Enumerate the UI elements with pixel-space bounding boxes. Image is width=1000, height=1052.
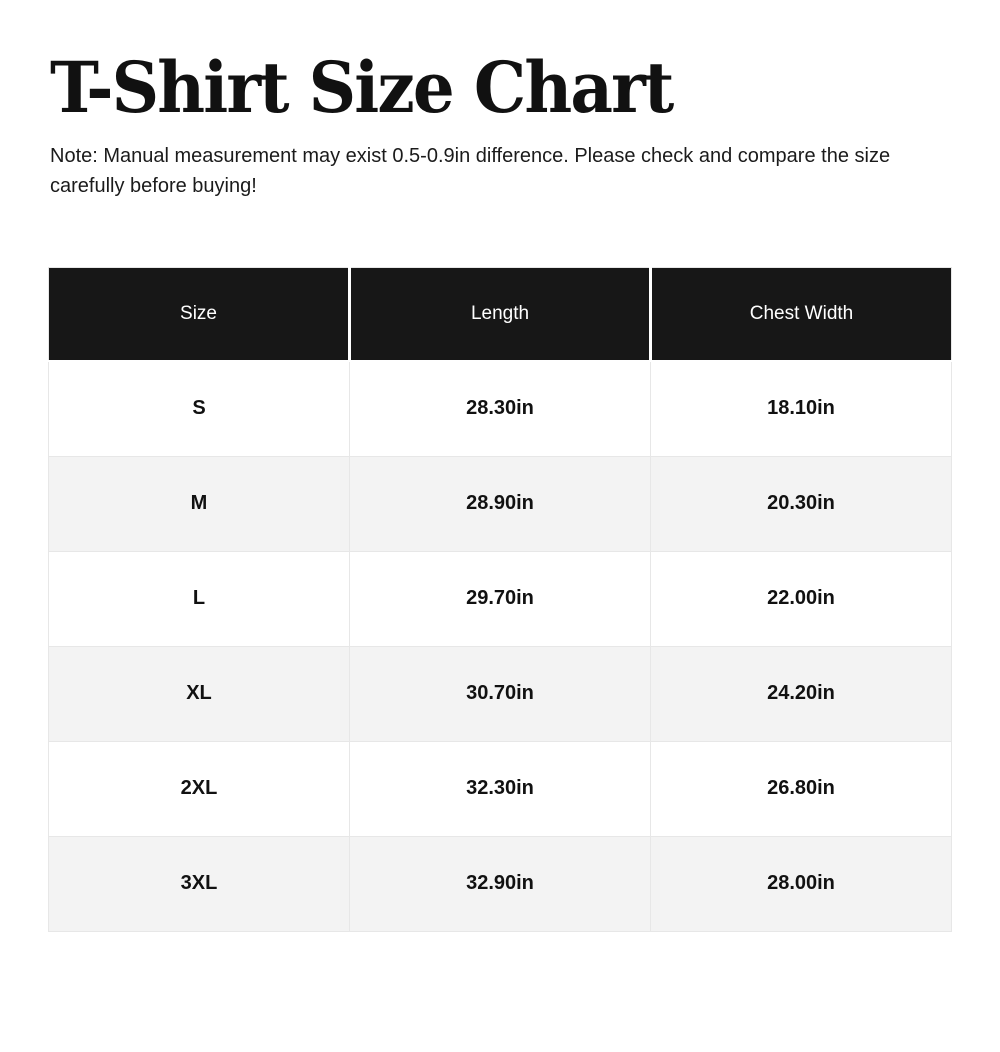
- cell-chest-width: 26.80in: [650, 740, 952, 837]
- cell-chest-width: 28.00in: [650, 835, 952, 932]
- table-row-xl: XL 30.70in 24.20in: [48, 645, 952, 742]
- cell-size: L: [48, 550, 350, 647]
- cell-chest-width: 24.20in: [650, 645, 952, 742]
- cell-length: 28.90in: [349, 455, 651, 552]
- cell-length: 32.30in: [349, 740, 651, 837]
- cell-chest-width: 22.00in: [650, 550, 952, 647]
- table-row-2xl: 2XL 32.30in 26.80in: [48, 740, 952, 837]
- table-row-m: M 28.90in 20.30in: [48, 455, 952, 552]
- table-row-3xl: 3XL 32.90in 28.00in: [48, 835, 952, 932]
- page-title: T-Shirt Size Chart: [50, 46, 674, 129]
- size-chart-table: Size Length Chest Width S 28.30in 18.10in M 28…: [48, 266, 952, 932]
- measurement-note: Note: Manual measurement may exist 0.5-0…: [50, 144, 891, 197]
- table-row-l: L 29.70in 22.00in: [48, 550, 952, 647]
- table-header: Size Length Chest Width: [48, 267, 952, 362]
- column-header-length: Length: [348, 267, 651, 362]
- column-header-chest-width: Chest Width: [649, 267, 952, 362]
- cell-length: 32.90in: [349, 835, 651, 932]
- size-chart-table-container: Size Length Chest Width S 28.30in 18.10in M 28…: [48, 266, 952, 932]
- cell-size: 2XL: [48, 740, 350, 837]
- cell-size: 3XL: [48, 835, 350, 932]
- cell-length: 30.70in: [349, 645, 651, 742]
- cell-size: M: [48, 455, 350, 552]
- header-row: Size Length Chest Width: [48, 267, 952, 362]
- cell-length: 29.70in: [349, 550, 651, 647]
- cell-length: 28.30in: [349, 360, 651, 457]
- table-row-s: S 28.30in 18.10in: [48, 360, 952, 457]
- cell-chest-width: 18.10in: [650, 360, 952, 457]
- size-chart-page: T-Shirt Size Chart Note: Manual measurem…: [0, 46, 1000, 932]
- cell-chest-width: 20.30in: [650, 455, 952, 552]
- table-body: S 28.30in 18.10in M 28.90in 20.30in L 29.70in 22…: [48, 360, 952, 932]
- cell-size: XL: [48, 645, 350, 742]
- column-header-size: Size: [48, 267, 350, 362]
- cell-size: S: [48, 360, 350, 457]
